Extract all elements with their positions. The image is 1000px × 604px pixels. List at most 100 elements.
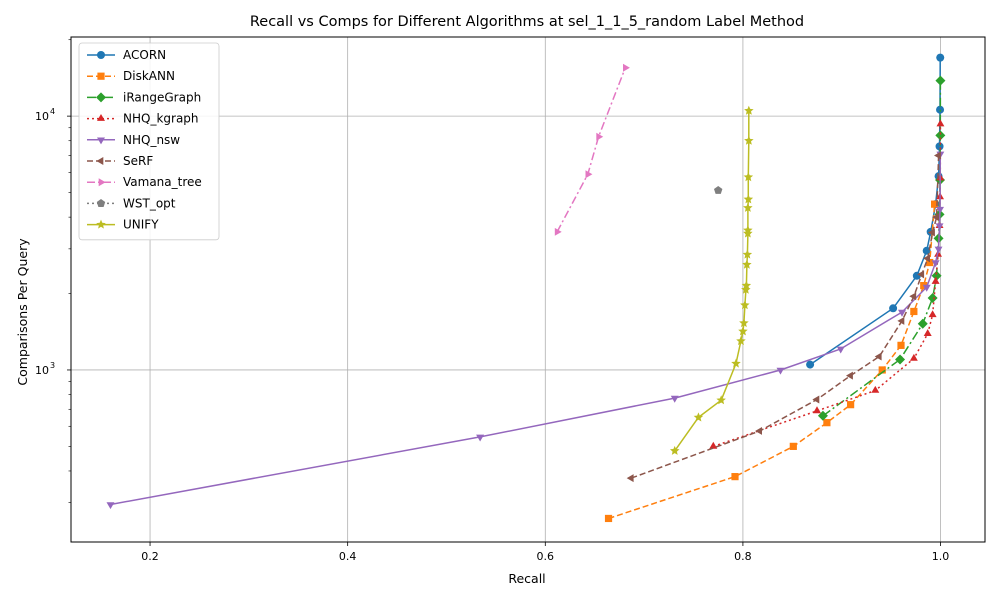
y-tick-label: 10 [35, 364, 49, 377]
data-point-serf [928, 228, 935, 237]
data-point-unify [736, 336, 746, 346]
x-tick-label: 1.0 [932, 550, 950, 563]
series-serf [626, 151, 941, 483]
data-point-irangegraph [935, 75, 946, 86]
data-point-acorn [936, 105, 945, 114]
plot-series [106, 53, 946, 523]
data-point-diskann [878, 366, 886, 374]
legend-label-irangegraph: iRangeGraph [123, 90, 201, 104]
data-point-wst-opt [714, 186, 723, 194]
legend-label-wst-opt: WST_opt [123, 196, 176, 210]
data-point-unify [743, 202, 753, 212]
data-point-vamana-tree [596, 132, 604, 141]
data-point-unify [743, 194, 754, 204]
data-point-vamana-tree [585, 170, 593, 179]
data-point-unify [739, 318, 749, 328]
data-point-diskann [926, 258, 934, 267]
data-point-unify [742, 249, 753, 259]
data-point-irangegraph [935, 130, 946, 141]
data-point-nhq-kgraph [923, 329, 932, 336]
legend-marker-vamana-tree [98, 178, 106, 187]
x-tick-label: 0.2 [141, 550, 159, 563]
data-point-unify [743, 228, 753, 238]
data-point-serf [917, 270, 925, 279]
data-point-nhq-kgraph [813, 406, 821, 414]
legend-label-unify: UNIFY [123, 218, 159, 232]
data-point-nhq-kgraph [871, 385, 880, 393]
x-tick-label: 0.4 [339, 550, 357, 563]
legend-marker-diskann [97, 72, 105, 80]
data-point-nhq-kgraph [909, 353, 918, 361]
legend-marker-irangegraph [96, 92, 106, 103]
data-point-serf [755, 427, 762, 435]
data-point-diskann [910, 307, 918, 316]
data-point-vamana-tree [554, 227, 562, 236]
data-point-unify [738, 326, 748, 336]
data-point-acorn [806, 360, 815, 369]
data-point-unify [731, 358, 741, 368]
data-point-diskann [604, 514, 613, 523]
data-point-nhq-kgraph [936, 119, 945, 127]
legend-marker-nhq-nsw [97, 137, 105, 145]
y-tick-exponent: 3 [50, 361, 55, 370]
data-point-unify [743, 172, 754, 182]
legend-label-nhq-nsw: NHQ_nsw [123, 133, 180, 147]
data-point-nhq-kgraph [928, 310, 937, 318]
x-tick-label: 0.8 [734, 550, 752, 563]
series-wst-opt [714, 186, 723, 194]
data-point-unify [716, 395, 726, 405]
data-point-diskann [897, 341, 905, 349]
data-point-diskann [823, 419, 831, 427]
data-point-irangegraph [895, 354, 906, 365]
data-point-acorn [922, 246, 931, 255]
data-point-unify [670, 445, 680, 455]
data-point-unify [744, 135, 754, 145]
x-tick-label: 0.6 [537, 550, 555, 563]
data-point-unify [740, 300, 750, 310]
data-point-serf [897, 317, 905, 325]
data-point-irangegraph [817, 410, 828, 421]
y-tick-label: 10 [35, 110, 49, 123]
legend-label-serf: SeRF [123, 154, 153, 168]
legend-marker-nhq-kgraph [97, 114, 105, 121]
data-point-nhq-nsw [931, 260, 940, 268]
y-tick-exponent: 4 [50, 107, 55, 116]
data-point-serf [626, 474, 634, 483]
series-unify [670, 105, 754, 455]
data-point-serf [932, 213, 939, 222]
legend-label-acorn: ACORN [123, 48, 166, 62]
legend-label-nhq-kgraph: NHQ_kgraph [123, 112, 199, 126]
data-point-diskann [789, 442, 797, 450]
data-point-diskann [847, 401, 855, 409]
data-point-serf [934, 151, 941, 160]
data-point-unify [693, 412, 704, 422]
data-point-unify [744, 105, 754, 115]
legend-marker-serf [96, 157, 104, 165]
data-point-unify [742, 259, 752, 269]
data-point-unify [743, 225, 753, 235]
series-line-vamana-tree [556, 67, 626, 233]
legend-marker-unify [96, 219, 106, 229]
data-point-nhq-nsw [934, 246, 943, 254]
data-point-irangegraph [931, 270, 942, 281]
legend-label-vamana-tree: Vamana_tree [123, 175, 202, 189]
legend-box [78, 42, 220, 241]
data-point-nhq-kgraph [709, 441, 718, 449]
series-line-nhq-nsw [110, 153, 942, 506]
data-point-acorn [935, 142, 944, 151]
data-point-serf [846, 371, 853, 380]
legend-marker-acorn [97, 51, 105, 59]
legend-marker-wst-opt [96, 199, 106, 207]
data-point-unify [741, 280, 752, 290]
data-point-diskann [931, 200, 939, 208]
data-point-unify [741, 284, 751, 294]
data-point-nhq-nsw [935, 223, 944, 231]
data-point-nhq-kgraph [931, 277, 940, 284]
legend: ACORN DiskANN iRangeGraph NHQ_kgraph NHQ_nsw… [78, 42, 220, 241]
data-point-nhq-nsw [936, 206, 944, 214]
data-point-irangegraph [927, 293, 938, 304]
data-point-serf [909, 292, 917, 301]
series-vamana-tree [554, 63, 630, 236]
